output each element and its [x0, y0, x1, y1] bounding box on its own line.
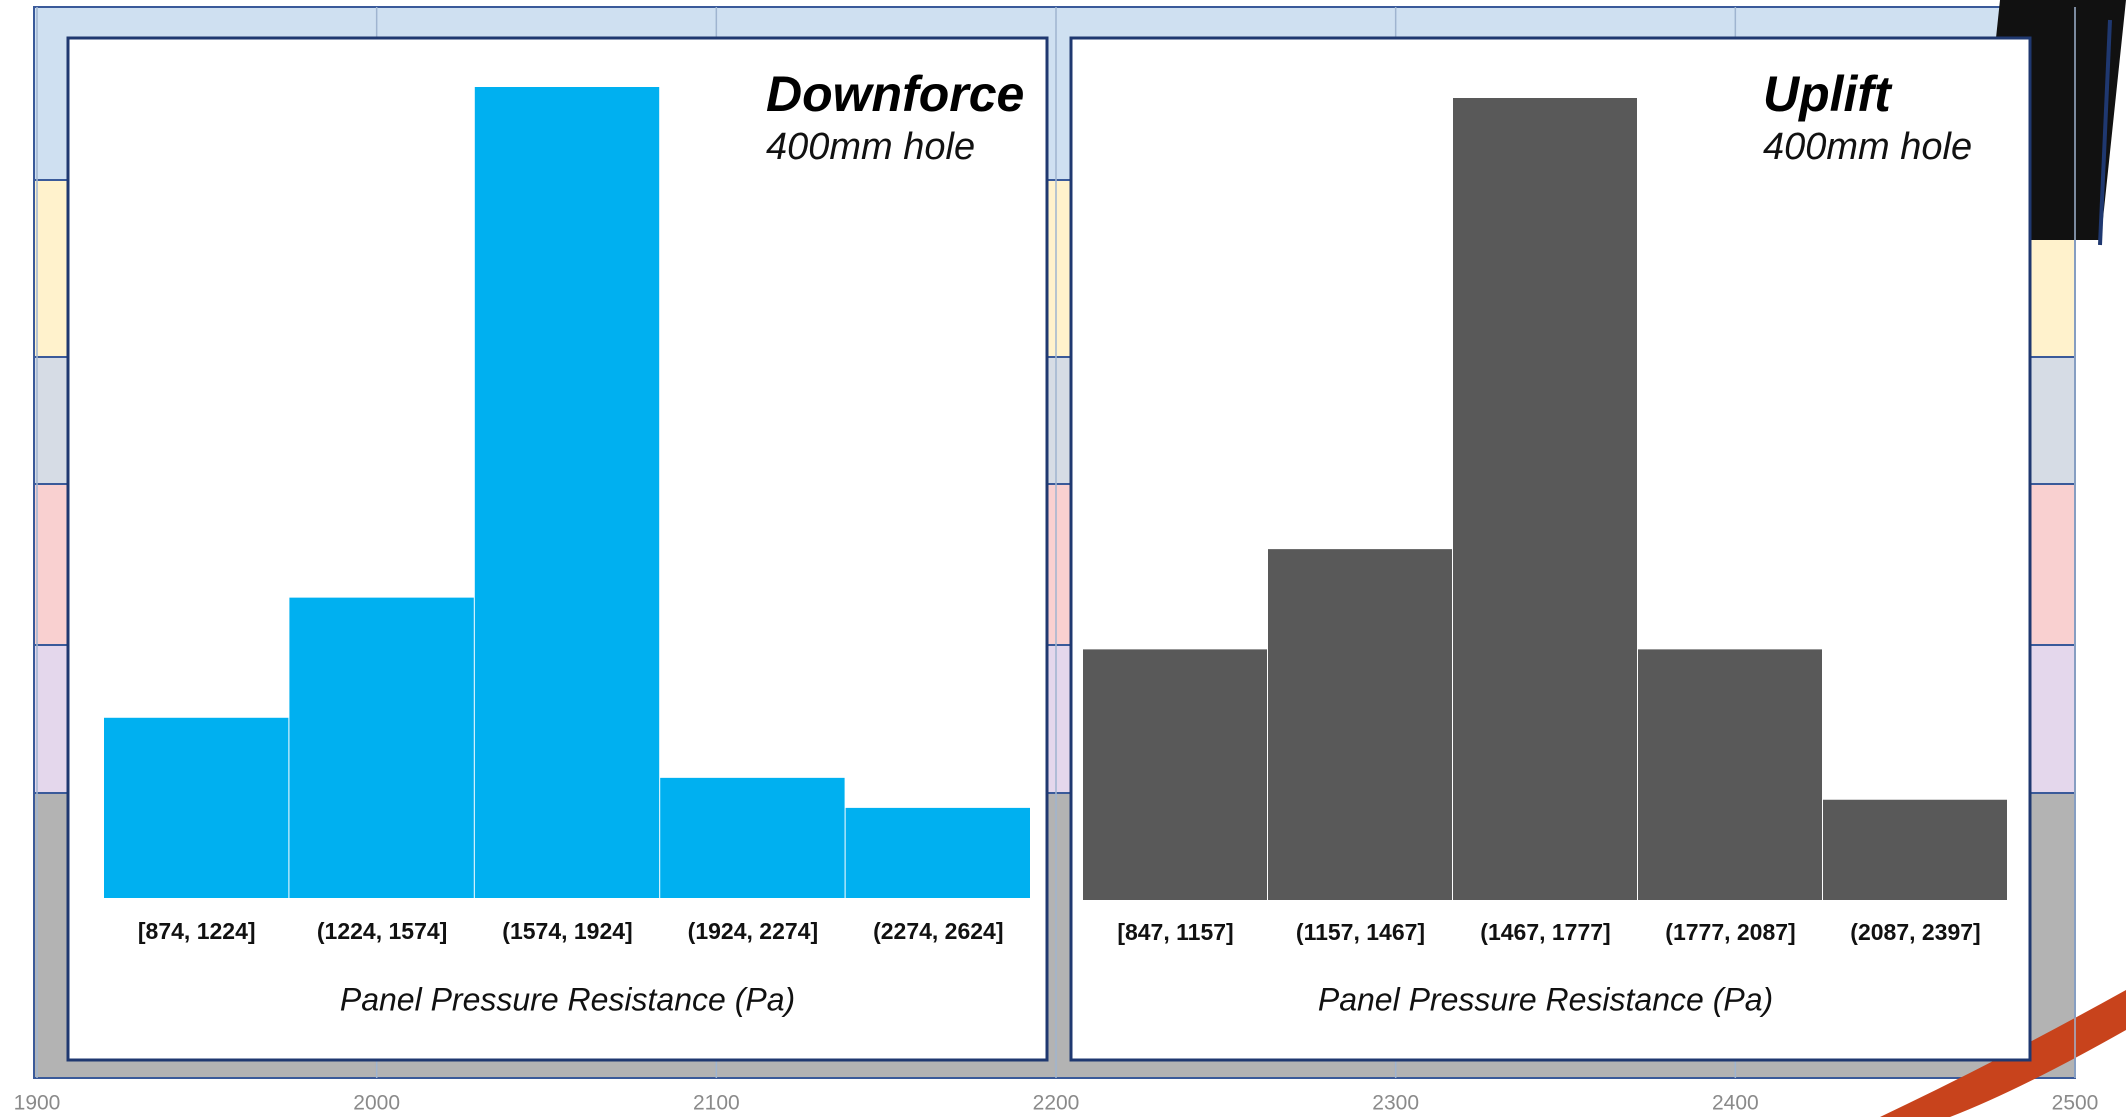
x-tick-label: [847, 1157] — [1117, 919, 1233, 945]
bar — [104, 717, 289, 898]
x-tick-label: 2300 — [1372, 1092, 1419, 1115]
chart-subtitle: 400mm hole — [1763, 126, 1972, 168]
bar — [1823, 799, 2007, 900]
bar — [1453, 98, 1637, 900]
x-tick-label: (2274, 2624] — [873, 918, 1003, 944]
x-tick-label: (1574, 1924] — [502, 918, 632, 944]
x-tick-label: 2100 — [693, 1092, 740, 1115]
bar — [1268, 549, 1452, 900]
bar — [660, 777, 845, 898]
x-tick-label: (1777, 2087] — [1665, 919, 1795, 945]
chart-subtitle: 400mm hole — [766, 126, 975, 168]
decor-swoosh — [1880, 990, 2126, 1117]
bar — [845, 807, 1030, 898]
x-tick-label: 2400 — [1712, 1092, 1759, 1115]
x-tick-label: (1924, 2274] — [688, 918, 818, 944]
x-tick-label: 2200 — [1033, 1092, 1080, 1115]
bar — [1638, 649, 1822, 900]
bar — [289, 597, 474, 898]
bar — [474, 87, 660, 898]
x-tick-label: [874, 1224] — [138, 918, 256, 944]
x-tick-label: 1900 — [14, 1092, 61, 1115]
bar — [1083, 649, 1267, 900]
chart-title: Downforce — [766, 66, 1024, 122]
x-tick-label: (1467, 1777] — [1480, 919, 1610, 945]
charts: [874, 1224] (1224, 1574] (1574, 1924] (1924… — [104, 66, 2007, 1017]
x-tick-label: (1157, 1467] — [1296, 919, 1425, 945]
x-tick-label: (1224, 1574] — [317, 918, 447, 944]
x-axis-label: Panel Pressure Resistance (Pa) — [340, 981, 795, 1017]
x-tick-label: 2500 — [2052, 1092, 2099, 1115]
x-tick-label: 2000 — [353, 1092, 400, 1115]
arrow — [2098, 19, 2112, 246]
chart-title: Uplift — [1763, 66, 1893, 122]
x-tick-label: (2087, 2397] — [1850, 919, 1980, 945]
x-axis-label: Panel Pressure Resistance (Pa) — [1318, 981, 1773, 1017]
